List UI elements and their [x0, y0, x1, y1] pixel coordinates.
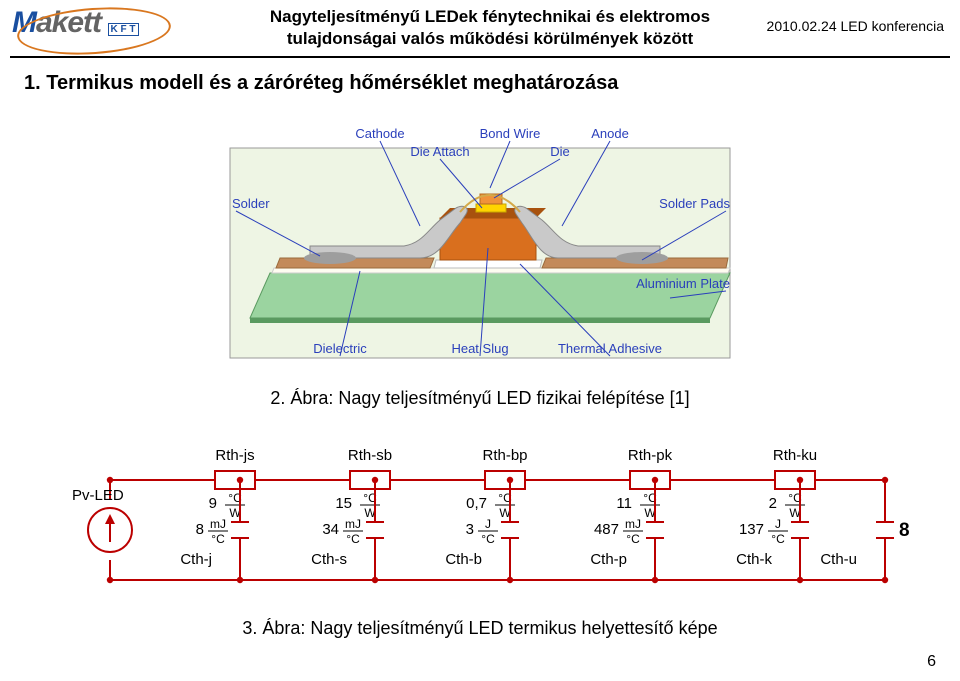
svg-text:Rth-ku: Rth-ku — [773, 447, 817, 464]
svg-text:Cth-p: Cth-p — [590, 551, 627, 568]
header-title: Nagyteljesítményű LEDek fénytechnikai és… — [230, 6, 750, 50]
logo-letter-m: M — [12, 6, 36, 39]
svg-text:°C: °C — [771, 532, 785, 546]
svg-text:Rth-bp: Rth-bp — [482, 447, 527, 464]
header-title-line1: Nagyteljesítményű LEDek fénytechnikai és… — [270, 7, 710, 26]
logo-rest: akett — [36, 6, 101, 39]
section-title: 1. Termikus modell és a záróréteg hőmérs… — [24, 72, 618, 95]
svg-text:137: 137 — [739, 521, 764, 538]
svg-text:mJ: mJ — [345, 517, 361, 531]
svg-text:Cth-j: Cth-j — [180, 551, 212, 568]
svg-text:Dielectric: Dielectric — [313, 341, 367, 356]
figure2-caption: 2. Ábra: Nagy teljesítményű LED fizikai … — [0, 388, 960, 409]
svg-text:Rth-pk: Rth-pk — [628, 447, 673, 464]
svg-text:Rth-js: Rth-js — [215, 447, 254, 464]
svg-text:11: 11 — [616, 495, 632, 512]
svg-text:mJ: mJ — [625, 517, 641, 531]
header-rule — [10, 56, 950, 58]
svg-text:Thermal Adhesive: Thermal Adhesive — [558, 341, 662, 356]
svg-text:34: 34 — [322, 521, 339, 538]
figure3-caption: 3. Ábra: Nagy teljesítményű LED termikus… — [0, 618, 960, 639]
svg-text:0,7: 0,7 — [466, 495, 487, 512]
svg-text:°C: °C — [211, 532, 225, 546]
svg-text:8: 8 — [196, 521, 204, 538]
led-cross-section-figure: Cathode Die Attach Bond Wire Die Anode Solder… — [190, 108, 770, 378]
logo: Makett K F T — [12, 6, 139, 40]
svg-text:15: 15 — [335, 495, 352, 512]
svg-text:Solder Pads: Solder Pads — [659, 196, 730, 211]
logo-sub: K F T — [108, 23, 139, 36]
svg-text:mJ: mJ — [210, 517, 226, 531]
thermal-circuit-figure: Pv-LEDRth-js9°CWRth-sb15°CWRth-bp0,7°CWR… — [50, 430, 920, 610]
svg-text:Cathode: Cathode — [355, 126, 404, 141]
svg-text:Bond Wire: Bond Wire — [480, 126, 541, 141]
svg-text:Die: Die — [550, 144, 570, 159]
svg-text:Cth-k: Cth-k — [736, 551, 772, 568]
svg-text:Pv-LED: Pv-LED — [72, 487, 124, 504]
header-date: 2010.02.24 LED konferencia — [767, 18, 944, 34]
svg-text:Rth-sb: Rth-sb — [348, 447, 392, 464]
svg-text:Solder: Solder — [232, 196, 270, 211]
svg-text:°C: °C — [481, 532, 495, 546]
header-title-line2: tulajdonságai valós működési körülmények… — [287, 29, 693, 48]
svg-text:Die Attach: Die Attach — [410, 144, 469, 159]
svg-text:2: 2 — [769, 495, 777, 512]
svg-text:Aluminium Plate: Aluminium Plate — [636, 276, 730, 291]
svg-text:°C: °C — [626, 532, 640, 546]
svg-text:3: 3 — [466, 521, 474, 538]
svg-text:487: 487 — [594, 521, 619, 538]
page-header: Makett K F T Nagyteljesítményű LEDek fén… — [0, 0, 960, 58]
svg-text:Cth-b: Cth-b — [445, 551, 482, 568]
svg-text:J: J — [775, 517, 781, 531]
page-number: 6 — [927, 653, 936, 671]
svg-text:Anode: Anode — [591, 126, 629, 141]
svg-text:9: 9 — [209, 495, 217, 512]
svg-text:Heat Slug: Heat Slug — [451, 341, 508, 356]
svg-text:J: J — [485, 517, 491, 531]
svg-text:°C: °C — [346, 532, 360, 546]
svg-text:Cth-u: Cth-u — [820, 551, 857, 568]
svg-text:8: 8 — [899, 520, 910, 541]
svg-text:Cth-s: Cth-s — [311, 551, 347, 568]
